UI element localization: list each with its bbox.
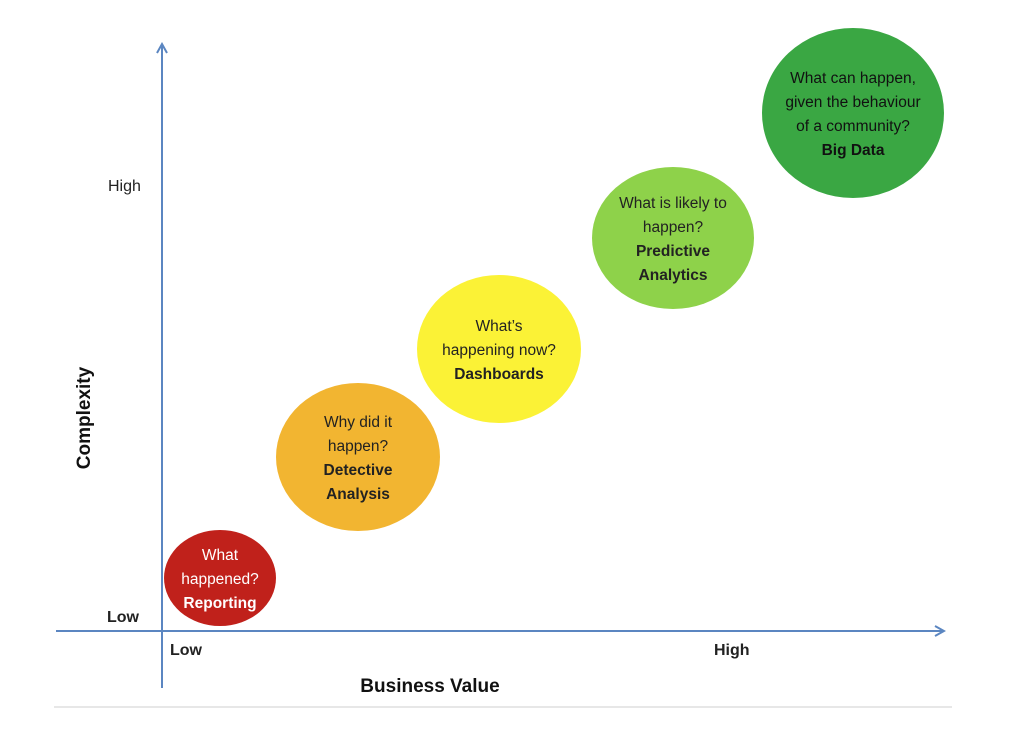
x-axis-title: Business Value [360,676,499,697]
stage-question-line: happening now? [442,342,556,359]
stage-dashboards: What’s happening now? Dashboards [417,275,581,423]
stage-title-line: Detective [324,462,393,479]
stage-circle-reporting [164,530,276,626]
x-axis-low-label: Low [170,642,203,659]
stage-circle-predictive-analytics [592,167,754,309]
stage-title-line: Reporting [183,595,256,612]
y-axis-title: Complexity [74,366,95,469]
x-axis-high-label: High [714,642,750,659]
stage-big-data: What can happen, given the behaviour of a … [762,28,944,198]
y-axis-high-label: High [108,178,141,195]
stage-question-line: What’s [475,318,522,335]
stage-title-line: Predictive [636,243,710,260]
stage-predictive-analytics: What is likely to happen? Predictive Analyt… [592,167,754,309]
stage-question-line: What is likely to [619,195,727,212]
stage-reporting: What happened? Reporting [164,530,276,626]
y-axis-low-label: Low [107,609,140,626]
stages-layer: What happened? Reporting Why did it happen? D… [164,28,944,626]
stage-question-line: of a community? [796,118,910,135]
stage-question-line: happen? [643,219,704,236]
stage-circle-dashboards [417,275,581,423]
stage-title-line: Analysis [326,486,390,503]
stage-question-line: given the behaviour [785,94,920,111]
stage-circle-detective-analysis [276,383,440,531]
stage-question-line: happen? [328,438,389,455]
stage-question-line: What [202,547,239,564]
stage-title-line: Dashboards [454,366,544,383]
stage-question-line: What can happen, [790,70,916,87]
stage-circle-big-data [762,28,944,198]
stage-question-line: Why did it [324,414,393,431]
stage-title-line: Analytics [639,267,708,284]
stage-title-line: Big Data [822,142,885,159]
stage-question-line: happened? [181,571,259,588]
stage-detective-analysis: Why did it happen? Detective Analysis [276,383,440,531]
